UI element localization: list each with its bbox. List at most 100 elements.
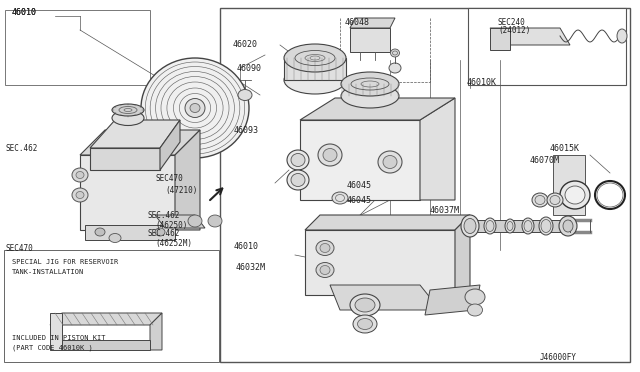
Polygon shape (175, 130, 200, 230)
Ellipse shape (95, 228, 105, 236)
Polygon shape (160, 120, 180, 170)
Ellipse shape (284, 44, 346, 72)
Polygon shape (490, 28, 510, 50)
Text: 46045: 46045 (347, 180, 372, 189)
Ellipse shape (559, 216, 577, 236)
Ellipse shape (112, 104, 144, 116)
Ellipse shape (320, 266, 330, 275)
Ellipse shape (76, 171, 84, 179)
Ellipse shape (149, 140, 161, 150)
Ellipse shape (350, 294, 380, 316)
Ellipse shape (316, 241, 334, 256)
Bar (5, 10, 150, 85)
Polygon shape (300, 98, 455, 120)
Bar (468, 8, 626, 85)
Text: (46252M): (46252M) (155, 238, 192, 247)
Ellipse shape (109, 234, 121, 243)
Ellipse shape (464, 218, 476, 234)
Text: 46010K: 46010K (467, 77, 497, 87)
Text: 46090: 46090 (237, 64, 262, 73)
Ellipse shape (507, 221, 513, 231)
Text: 46045: 46045 (347, 196, 372, 205)
Text: SPECIAL JIG FOR RESERVOIR: SPECIAL JIG FOR RESERVOIR (12, 259, 118, 265)
Ellipse shape (316, 263, 334, 278)
Ellipse shape (355, 298, 375, 312)
Polygon shape (300, 120, 420, 200)
Polygon shape (155, 215, 205, 228)
Ellipse shape (617, 29, 627, 43)
Ellipse shape (524, 221, 532, 231)
Polygon shape (284, 58, 346, 80)
Ellipse shape (185, 99, 205, 118)
Text: 46015K: 46015K (550, 144, 580, 153)
Polygon shape (350, 28, 390, 52)
Polygon shape (90, 120, 180, 148)
Text: 46010: 46010 (12, 7, 37, 16)
Ellipse shape (76, 192, 84, 199)
Text: 46010: 46010 (234, 241, 259, 250)
Bar (220, 8, 630, 362)
Ellipse shape (467, 304, 483, 316)
Text: TANK-INSTALLATION: TANK-INSTALLATION (12, 269, 84, 275)
Ellipse shape (461, 215, 479, 237)
Ellipse shape (323, 148, 337, 161)
Ellipse shape (484, 218, 496, 234)
Polygon shape (50, 313, 162, 325)
Ellipse shape (190, 103, 200, 112)
Text: SEC.462: SEC.462 (148, 228, 180, 237)
Text: SEC.462: SEC.462 (5, 144, 37, 153)
Ellipse shape (291, 173, 305, 186)
Ellipse shape (208, 215, 222, 227)
Ellipse shape (72, 168, 88, 182)
Ellipse shape (287, 150, 309, 170)
Ellipse shape (539, 217, 553, 235)
Text: SEC.462: SEC.462 (148, 211, 180, 219)
Ellipse shape (155, 228, 165, 236)
Text: (24012): (24012) (498, 26, 531, 35)
Ellipse shape (72, 188, 88, 202)
Text: 46070M: 46070M (530, 155, 560, 164)
Ellipse shape (284, 66, 346, 94)
Bar (553, 155, 585, 215)
Text: SEC470: SEC470 (155, 173, 183, 183)
Ellipse shape (112, 110, 144, 125)
Polygon shape (305, 230, 455, 295)
Ellipse shape (320, 244, 330, 253)
Ellipse shape (141, 58, 249, 158)
Ellipse shape (522, 218, 534, 234)
Polygon shape (420, 98, 455, 200)
Ellipse shape (358, 318, 372, 330)
Polygon shape (62, 340, 150, 350)
Polygon shape (350, 18, 395, 28)
Ellipse shape (390, 49, 399, 57)
Ellipse shape (287, 170, 309, 190)
Ellipse shape (238, 90, 252, 100)
Text: J46000FY: J46000FY (540, 353, 577, 362)
Ellipse shape (389, 63, 401, 73)
Ellipse shape (332, 192, 348, 204)
Ellipse shape (541, 219, 551, 232)
Polygon shape (50, 313, 62, 350)
Ellipse shape (188, 215, 202, 227)
Polygon shape (455, 215, 470, 295)
Ellipse shape (547, 193, 563, 207)
Text: 46032M: 46032M (236, 263, 266, 273)
Ellipse shape (383, 155, 397, 169)
Polygon shape (330, 285, 440, 310)
Ellipse shape (565, 186, 585, 204)
Polygon shape (80, 130, 200, 155)
Ellipse shape (378, 151, 402, 173)
Text: (PART CODE 46010K ): (PART CODE 46010K ) (12, 345, 93, 351)
Ellipse shape (532, 193, 548, 207)
Text: SEC470: SEC470 (5, 244, 33, 253)
Ellipse shape (505, 219, 515, 233)
Text: (46250): (46250) (155, 221, 188, 230)
Ellipse shape (560, 181, 590, 209)
Polygon shape (80, 155, 175, 230)
Ellipse shape (550, 196, 560, 205)
Text: 46093: 46093 (234, 125, 259, 135)
Polygon shape (470, 220, 570, 232)
Text: SEC240: SEC240 (498, 17, 525, 26)
Polygon shape (425, 285, 480, 315)
Text: 46048: 46048 (345, 17, 370, 26)
